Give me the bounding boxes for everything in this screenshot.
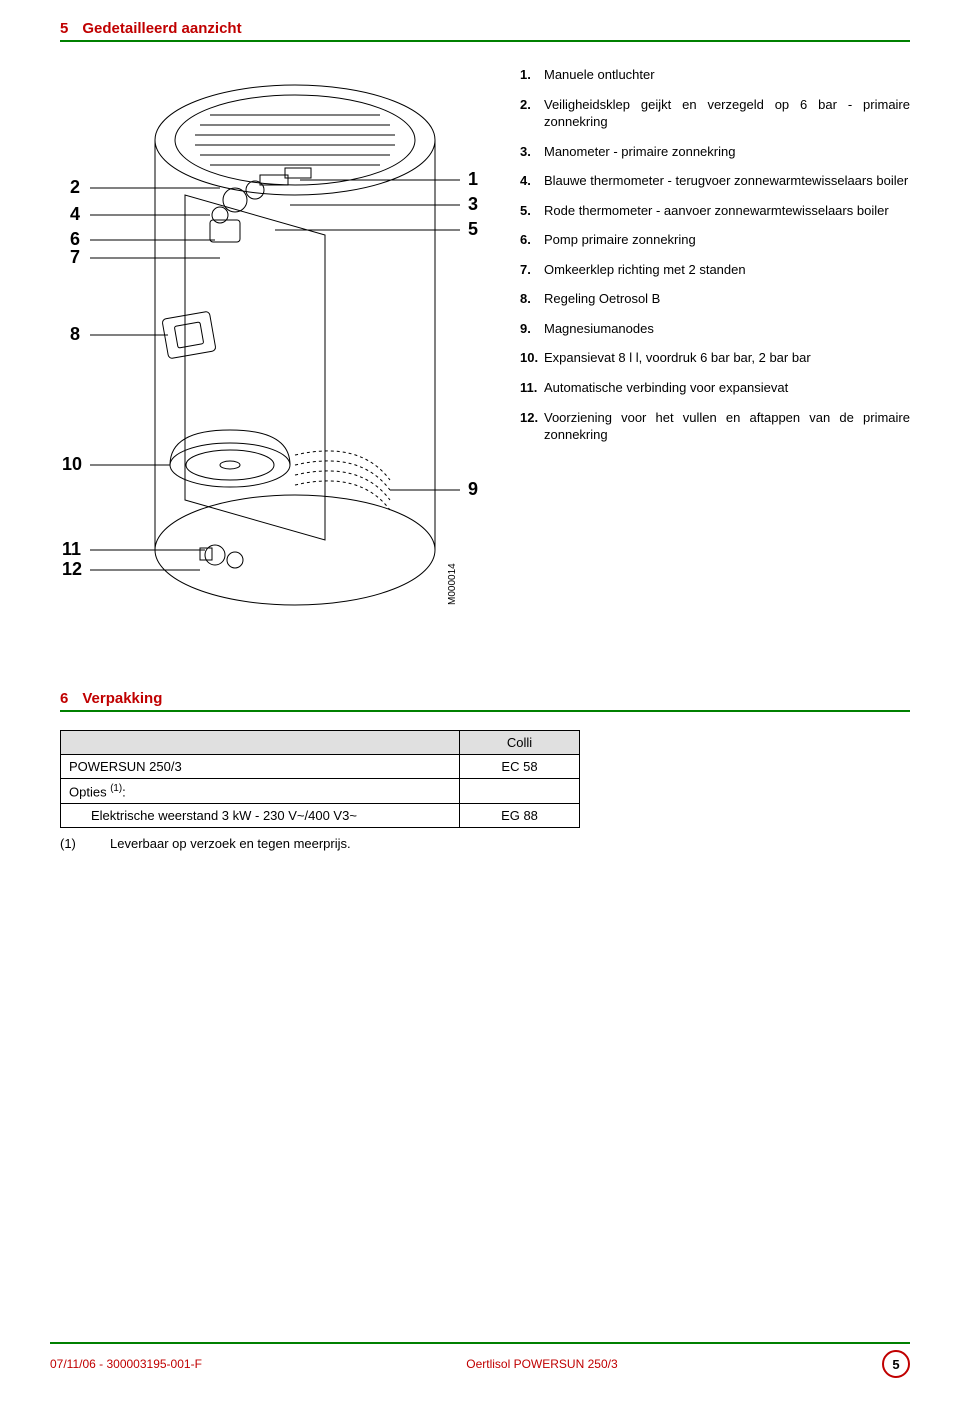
item-num-7: 7.: [520, 261, 544, 279]
item-text-8: Regeling Oetrosol B: [544, 290, 910, 308]
section6-number: 6: [60, 690, 68, 707]
callout-5: 5: [468, 219, 478, 239]
callout-10: 10: [62, 454, 82, 474]
legend-list: 1.Manuele ontluchter 2.Veiligheidsklep g…: [520, 60, 910, 650]
item-num-4: 4.: [520, 172, 544, 190]
section6-rule: [60, 710, 910, 712]
item-text-4: Blauwe thermometer - terugvoer zonnewarm…: [544, 172, 910, 190]
cell-weerstand: Elektrische weerstand 3 kW - 230 V~/400 …: [61, 804, 460, 828]
item-text-9: Magnesiumanodes: [544, 320, 910, 338]
footer-left: 07/11/06 - 300003195-001-F: [50, 1357, 202, 1371]
packaging-table: Colli POWERSUN 250/3 EC 58 Opties (1): E…: [60, 730, 580, 828]
callout-3: 3: [468, 194, 478, 214]
item-text-12: Voorziening voor het vullen en aftappen …: [544, 409, 910, 444]
table-header-blank: [61, 731, 460, 755]
section5-header: 5 Gedetailleerd aanzicht: [60, 20, 910, 37]
table-row: Opties (1):: [61, 779, 580, 804]
item-text-3: Manometer - primaire zonnekring: [544, 143, 910, 161]
footnote-text: Leverbaar op verzoek en tegen meerprijs.: [110, 836, 351, 851]
callout-6: 6: [70, 229, 80, 249]
item-num-11: 11.: [520, 379, 544, 397]
item-text-1: Manuele ontluchter: [544, 66, 910, 84]
cell-product: POWERSUN 250/3: [61, 755, 460, 779]
cell-opties: Opties (1):: [61, 779, 460, 804]
item-text-10: Expansievat 8 l l, voordruk 6 bar bar, 2…: [544, 349, 910, 367]
cell-weerstand-colli: EG 88: [460, 804, 580, 828]
item-num-1: 1.: [520, 66, 544, 84]
callout-1: 1: [468, 169, 478, 189]
table-row: Elektrische weerstand 3 kW - 230 V~/400 …: [61, 804, 580, 828]
item-num-5: 5.: [520, 202, 544, 220]
item-num-2: 2.: [520, 96, 544, 131]
page-footer: 07/11/06 - 300003195-001-F Oertlisol POW…: [50, 1342, 910, 1378]
section5-number: 5: [60, 20, 68, 37]
callout-12: 12: [62, 559, 82, 579]
footnote-key: (1): [60, 836, 110, 851]
item-text-2: Veiligheidsklep geijkt en verzegeld op 6…: [544, 96, 910, 131]
cell-opties-colli: [460, 779, 580, 804]
callout-11: 11: [62, 539, 81, 559]
footer-rule: [50, 1342, 910, 1344]
callout-9: 9: [468, 479, 478, 499]
item-num-10: 10.: [520, 349, 544, 367]
footer-center: Oertlisol POWERSUN 250/3: [466, 1357, 617, 1371]
item-num-9: 9.: [520, 320, 544, 338]
item-text-6: Pomp primaire zonnekring: [544, 231, 910, 249]
item-num-12: 12.: [520, 409, 544, 444]
item-num-6: 6.: [520, 231, 544, 249]
diagram-column: 2 4 6 7 8 10 11 12 1 3 5 9 M000014: [60, 60, 490, 650]
section6-header: 6 Verpakking: [60, 690, 910, 707]
item-num-3: 3.: [520, 143, 544, 161]
item-text-5: Rode thermometer - aanvoer zonnewarmtewi…: [544, 202, 910, 220]
section5-title: Gedetailleerd aanzicht: [82, 20, 241, 37]
section5-rule: [60, 40, 910, 42]
page-number: 5: [882, 1350, 910, 1378]
item-text-7: Omkeerklep richting met 2 standen: [544, 261, 910, 279]
item-text-11: Automatische verbinding voor expansievat: [544, 379, 910, 397]
callout-2: 2: [70, 177, 80, 197]
callout-7: 7: [70, 247, 80, 267]
callout-4: 4: [70, 204, 80, 224]
table-header-colli: Colli: [460, 731, 580, 755]
item-num-8: 8.: [520, 290, 544, 308]
footnote: (1) Leverbaar op verzoek en tegen meerpr…: [60, 836, 910, 851]
figure-ref: M000014: [447, 563, 458, 605]
section6-title: Verpakking: [82, 690, 162, 707]
cell-colli: EC 58: [460, 755, 580, 779]
callout-8: 8: [70, 324, 80, 344]
boiler-diagram: 2 4 6 7 8 10 11 12 1 3 5 9 M000014: [60, 60, 490, 650]
table-row: POWERSUN 250/3 EC 58: [61, 755, 580, 779]
section5-content: 2 4 6 7 8 10 11 12 1 3 5 9 M000014 1.Man…: [60, 60, 910, 650]
